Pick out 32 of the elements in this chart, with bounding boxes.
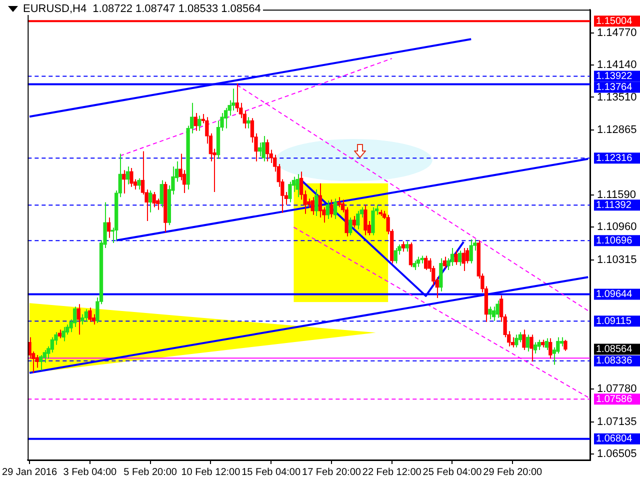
y-tick-label: 1.07780 bbox=[597, 383, 637, 396]
ref-line-label: 1.09644 bbox=[596, 288, 633, 300]
ref-line-label: 1.08336 bbox=[596, 356, 633, 367]
y-tick-label: 1.14140 bbox=[597, 59, 637, 72]
ref-line-label: 1.06804 bbox=[596, 434, 633, 445]
text: 1.08564 bbox=[596, 344, 633, 355]
y-tick-label: 1.13510 bbox=[597, 91, 637, 104]
y-tick-label: 1.14770 bbox=[597, 27, 637, 40]
ref-line-label: 1.07586 bbox=[596, 394, 633, 405]
y-tick-label: 1.10315 bbox=[597, 254, 637, 266]
ref-line-label: 1.13764 bbox=[596, 82, 633, 93]
y-tick-label: 1.07135 bbox=[597, 416, 637, 428]
x-tick-label: 3 Feb 04:00 bbox=[63, 466, 118, 478]
x-tick-label: 10 Feb 12:00 bbox=[181, 466, 241, 478]
x-tick-label: 17 Feb 20:00 bbox=[302, 466, 362, 478]
x-tick-label: 25 Feb 04:00 bbox=[422, 466, 482, 478]
y-tick-label: 1.11590 bbox=[597, 189, 636, 202]
ref-line-label: 1.09115 bbox=[596, 316, 632, 327]
ref-line-label: 1.11392 bbox=[596, 200, 632, 211]
ref-line-label: 1.13922 bbox=[596, 70, 633, 82]
x-tick-label: 5 Feb 20:00 bbox=[124, 466, 178, 478]
ref-line-label: 1.12316 bbox=[596, 152, 633, 164]
x-tick-label: 29 Jan 2016 bbox=[2, 466, 58, 478]
y-tick-label: 1.10960 bbox=[597, 221, 637, 234]
y-tick-label: 1.12865 bbox=[597, 124, 637, 136]
ref-line-label: 1.15004 bbox=[596, 16, 633, 27]
chart-title: EURUSD,H4 1.08722 1.08747 1.08533 1.08564 bbox=[23, 3, 261, 15]
x-tick-label: 29 Feb 20:00 bbox=[483, 466, 543, 478]
x-tick-label: 15 Feb 04:00 bbox=[242, 466, 301, 478]
y-tick-label: 1.06505 bbox=[597, 448, 637, 460]
ref-line-label: 1.10696 bbox=[596, 235, 633, 246]
x-tick-label: 22 Feb 12:00 bbox=[362, 466, 422, 478]
